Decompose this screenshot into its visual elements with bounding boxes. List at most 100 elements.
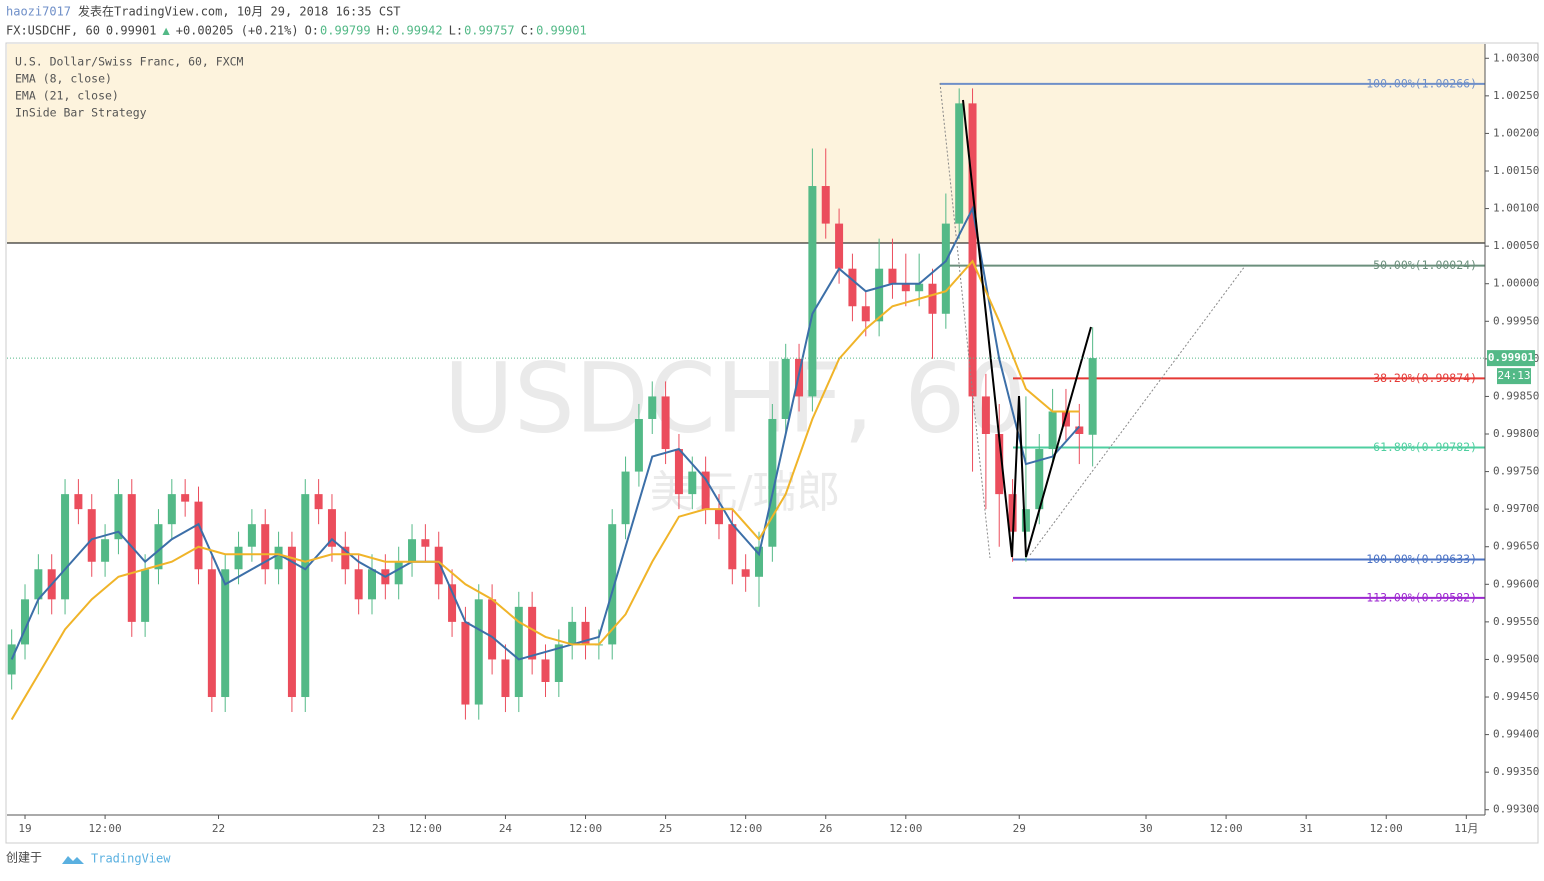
candle-body — [781, 358, 790, 419]
candle-body — [261, 524, 270, 570]
x-tick-label: 30 — [1139, 822, 1152, 835]
last-price-label: 0.99901 — [1488, 351, 1535, 364]
candle-body — [448, 584, 457, 622]
y-tick-label: 0.99800 — [1493, 427, 1539, 440]
candle-body — [674, 449, 683, 495]
candle-body — [154, 524, 163, 570]
candle-body — [835, 223, 844, 269]
x-tick-label: 12:00 — [889, 822, 922, 835]
candle-body — [274, 546, 283, 570]
candle-body — [488, 599, 497, 660]
watermark: USDCHF, 60 — [444, 342, 1027, 454]
header-field: 0.99901 — [536, 24, 587, 38]
x-tick-label: 19 — [18, 822, 31, 835]
candle-body — [167, 494, 176, 525]
legend-entry: InSide Bar Strategy — [15, 106, 147, 120]
candle-body — [1021, 509, 1030, 532]
published: 发表在TradingView.com, 10月 29, 2018 16:35 C… — [78, 4, 401, 19]
y-tick-label: 1.00100 — [1493, 202, 1539, 215]
candle-body — [901, 283, 910, 292]
header-field: +0.00205 (+0.21%) — [176, 24, 299, 38]
header-field: H: — [377, 24, 391, 38]
candle-body — [234, 546, 243, 570]
candle-body — [354, 569, 363, 600]
countdown: 24:13 — [1497, 369, 1530, 382]
candle-body — [74, 494, 83, 510]
created: 创建于 — [6, 851, 42, 865]
candle-body — [367, 569, 376, 600]
countdown-box — [1497, 368, 1531, 385]
header-field: L: — [449, 24, 463, 38]
legend-entry: EMA (8, close) — [15, 72, 112, 86]
y-tick-label: 0.99700 — [1493, 502, 1539, 515]
candle-body — [848, 268, 857, 307]
candle-body — [621, 471, 630, 525]
candle-body — [981, 396, 990, 435]
zigzag — [962, 99, 1092, 558]
y-tick-label: 1.00150 — [1493, 164, 1539, 177]
candle-body — [514, 606, 523, 698]
y-tick-label: 0.99550 — [1493, 615, 1539, 628]
header-field: O: — [305, 24, 319, 38]
candle-body — [541, 659, 550, 682]
candle-body — [327, 509, 336, 547]
candle-body — [434, 546, 443, 585]
legend-entry: U.S. Dollar/Swiss Franc, 60, FXCM — [15, 55, 244, 69]
fib-label: 113.00%(0.99582) — [1366, 590, 1477, 604]
candle-body — [955, 103, 964, 224]
y-tick-label: 0.99950 — [1493, 314, 1539, 327]
candle-body — [608, 524, 617, 645]
candle-body — [1075, 426, 1084, 435]
candle-body — [808, 186, 817, 397]
x-tick-label: 12:00 — [1210, 822, 1243, 835]
y-tick-label: 1.00300 — [1493, 51, 1539, 64]
brand[interactable]: TradingView — [91, 852, 171, 866]
candle-body — [875, 268, 884, 322]
x-tick-label: 29 — [1013, 822, 1026, 835]
candle-body — [714, 509, 723, 525]
header-field: C: — [521, 24, 535, 38]
header-field: ▲ — [163, 24, 171, 38]
candle-body — [287, 546, 296, 698]
header-field: 0.99901 — [106, 24, 157, 38]
ema-line — [10, 205, 1081, 661]
candle-body — [474, 599, 483, 705]
candle-body — [314, 494, 323, 510]
last-price-box — [1487, 350, 1535, 367]
x-tick-label: 23 — [372, 822, 385, 835]
y-tick-label: 1.00050 — [1493, 239, 1539, 252]
candle-body — [528, 606, 537, 660]
candle-body — [34, 569, 43, 600]
candle-body — [247, 524, 256, 547]
candle-body — [114, 494, 123, 540]
candle-body — [301, 494, 310, 698]
y-tick-label: 0.99350 — [1493, 765, 1539, 778]
fib-label: 38.20%(0.99874) — [1373, 371, 1477, 385]
x-tick-label: 25 — [659, 822, 672, 835]
x-tick-label: 12:00 — [729, 822, 762, 835]
candle-body — [394, 561, 403, 585]
candle-body — [127, 494, 136, 622]
candle-body — [21, 599, 30, 645]
y-tick-label: 0.99450 — [1493, 690, 1539, 703]
legend-entry: EMA (21, close) — [15, 89, 119, 103]
candle-body — [821, 186, 830, 224]
candle-body — [101, 539, 110, 562]
candle-body — [408, 539, 417, 562]
candle-body — [755, 546, 764, 577]
candle-body — [728, 524, 737, 570]
candle-body — [207, 569, 216, 698]
candle-body — [701, 471, 710, 510]
candle-body — [1035, 449, 1044, 510]
candle-body — [568, 621, 577, 645]
candle-body — [941, 223, 950, 314]
fib-label: 100.00%(1.00266) — [1366, 76, 1477, 90]
y-tick-label: 0.99300 — [1493, 803, 1539, 816]
candle-body — [1008, 494, 1017, 532]
x-tick-label: 12:00 — [569, 822, 602, 835]
header-field: FX:USDCHF, 60 — [6, 24, 100, 38]
candle-body — [688, 471, 697, 495]
candle-body — [928, 283, 937, 314]
candle-body — [221, 569, 230, 698]
header-field: 0.99942 — [392, 24, 443, 38]
